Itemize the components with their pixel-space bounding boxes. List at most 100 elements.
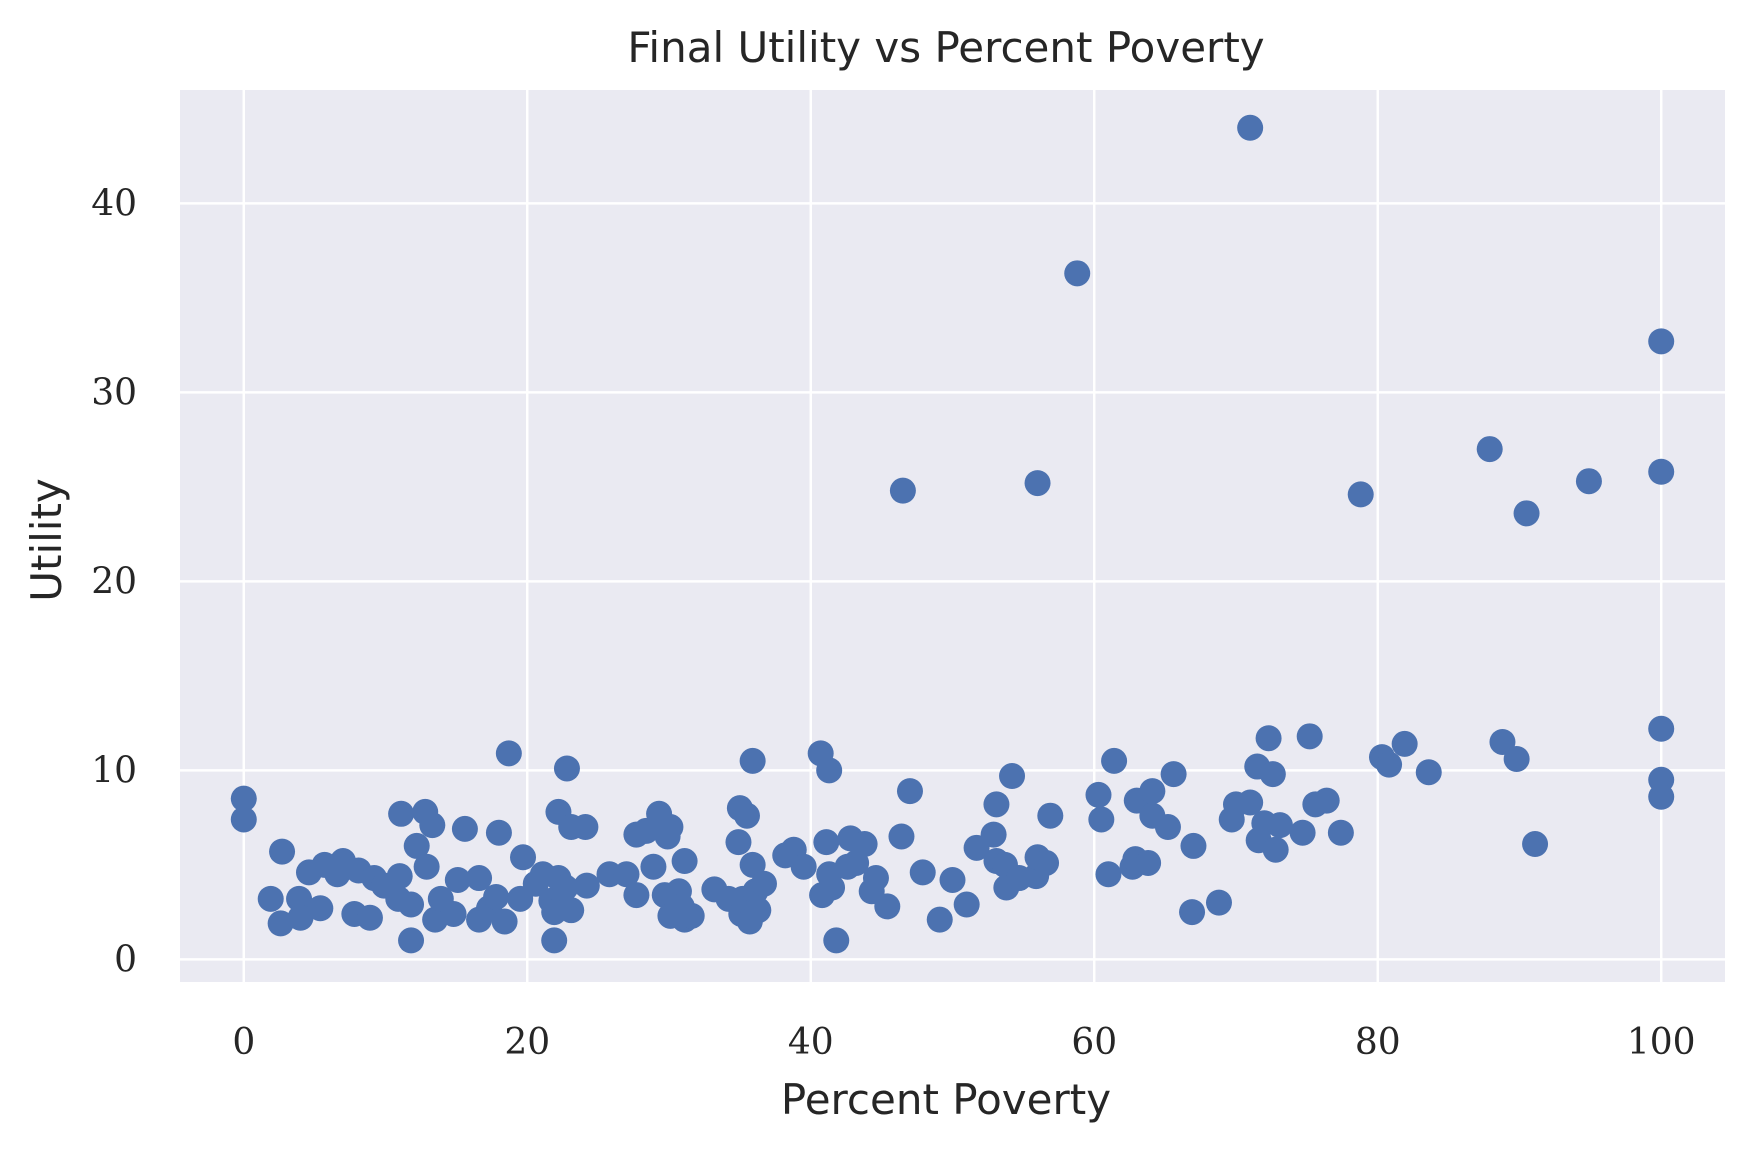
scatter-point — [1037, 802, 1064, 829]
scatter-point — [485, 819, 512, 846]
scatter-point — [269, 838, 296, 865]
scatter-point — [1289, 819, 1316, 846]
x-tick-label: 60 — [1071, 1022, 1117, 1063]
data-points — [230, 114, 1675, 954]
scatter-point — [1064, 260, 1091, 287]
scatter-point — [980, 821, 1007, 848]
scatter-point — [1088, 806, 1115, 833]
scatter-point — [1024, 470, 1051, 497]
scatter-point — [999, 763, 1026, 790]
scatter-point — [1296, 723, 1323, 750]
scatter-point — [1205, 889, 1232, 916]
scatter-point — [1179, 899, 1206, 926]
scatter-point — [889, 477, 916, 504]
scatter-point — [678, 902, 705, 929]
scatter-point — [862, 865, 889, 892]
x-axis-label: Percent Poverty — [781, 1075, 1111, 1124]
x-tick-label: 40 — [788, 1022, 834, 1063]
scatter-point — [386, 863, 413, 890]
scatter-point — [1313, 787, 1340, 814]
scatter-point — [816, 757, 843, 784]
scatter-point — [874, 893, 901, 920]
scatter-point — [819, 874, 846, 901]
scatter-point — [553, 755, 580, 782]
scatter-point — [1101, 747, 1128, 774]
scatter-point — [1347, 481, 1374, 508]
scatter-point — [307, 895, 334, 922]
scatter-point — [1476, 436, 1503, 463]
scatter-point — [495, 740, 522, 767]
scatter-point — [572, 814, 599, 841]
y-axis-label: Utility — [22, 478, 71, 602]
scatter-point — [939, 866, 966, 893]
scatter-point — [440, 900, 467, 927]
scatter-point — [896, 778, 923, 805]
scatter-point — [257, 885, 284, 912]
scatter-point — [287, 904, 314, 931]
scatter-point — [623, 882, 650, 909]
scatter-point — [1415, 759, 1442, 786]
scatter-point — [356, 904, 383, 931]
scatter-point — [230, 785, 257, 812]
scatter-point — [909, 859, 936, 886]
scatter-point — [1262, 836, 1289, 863]
scatter-point — [444, 866, 471, 893]
scatter-point — [1503, 746, 1530, 772]
scatter-point — [413, 853, 440, 880]
scatter-point — [739, 747, 766, 774]
scatter-point — [510, 844, 537, 871]
scatter-point — [1139, 778, 1166, 805]
scatter-point — [1154, 814, 1181, 841]
scatter-point — [750, 870, 777, 897]
scatter-point — [1648, 783, 1675, 810]
scatter-point — [466, 865, 493, 892]
y-tick-label: 20 — [91, 561, 137, 602]
scatter-point — [1648, 458, 1675, 485]
scatter-point — [558, 897, 585, 924]
scatter-point — [888, 823, 915, 850]
scatter-point — [267, 910, 294, 937]
scatter-point — [1160, 761, 1187, 788]
scatter-point — [541, 927, 568, 954]
grid-lines — [180, 90, 1725, 982]
scatter-point — [403, 832, 430, 859]
y-tick-label: 30 — [91, 372, 137, 413]
scatter-point — [1135, 849, 1162, 876]
scatter-point — [1376, 751, 1403, 778]
scatter-point — [286, 885, 313, 912]
scatter-point — [1513, 500, 1540, 527]
scatter-point — [451, 815, 478, 842]
scatter-point — [230, 806, 257, 833]
y-tick-label: 0 — [114, 939, 137, 980]
scatter-point — [953, 891, 980, 918]
scatter-point — [388, 800, 415, 827]
scatter-point — [1327, 819, 1354, 846]
scatter-point — [1648, 715, 1675, 742]
scatter-point — [790, 853, 817, 880]
scatter-point — [398, 891, 425, 918]
chart-title: Final Utility vs Percent Poverty — [627, 23, 1264, 72]
scatter-point — [983, 791, 1010, 818]
x-tick-label: 80 — [1355, 1022, 1401, 1063]
scatter-point — [398, 927, 425, 954]
tick-labels: 0 20 40 60 80 100 0 10 20 30 40 — [91, 183, 1695, 1063]
scatter-point — [671, 848, 698, 875]
scatter-point — [640, 853, 667, 880]
scatter-point — [573, 872, 600, 899]
scatter-point — [1522, 831, 1549, 858]
y-tick-label: 40 — [91, 183, 137, 224]
scatter-point — [1575, 468, 1602, 495]
scatter-point — [745, 897, 772, 924]
scatter-point — [1648, 328, 1675, 355]
scatter-point — [491, 908, 518, 935]
scatter-point — [419, 812, 446, 839]
scatter-point — [926, 906, 953, 933]
y-tick-label: 10 — [91, 750, 137, 791]
scatter-point — [483, 883, 510, 910]
scatter-point — [823, 927, 850, 954]
scatter-point — [733, 802, 760, 829]
scatter-point — [1259, 761, 1286, 788]
scatter-point — [725, 829, 752, 856]
scatter-point — [552, 874, 579, 901]
